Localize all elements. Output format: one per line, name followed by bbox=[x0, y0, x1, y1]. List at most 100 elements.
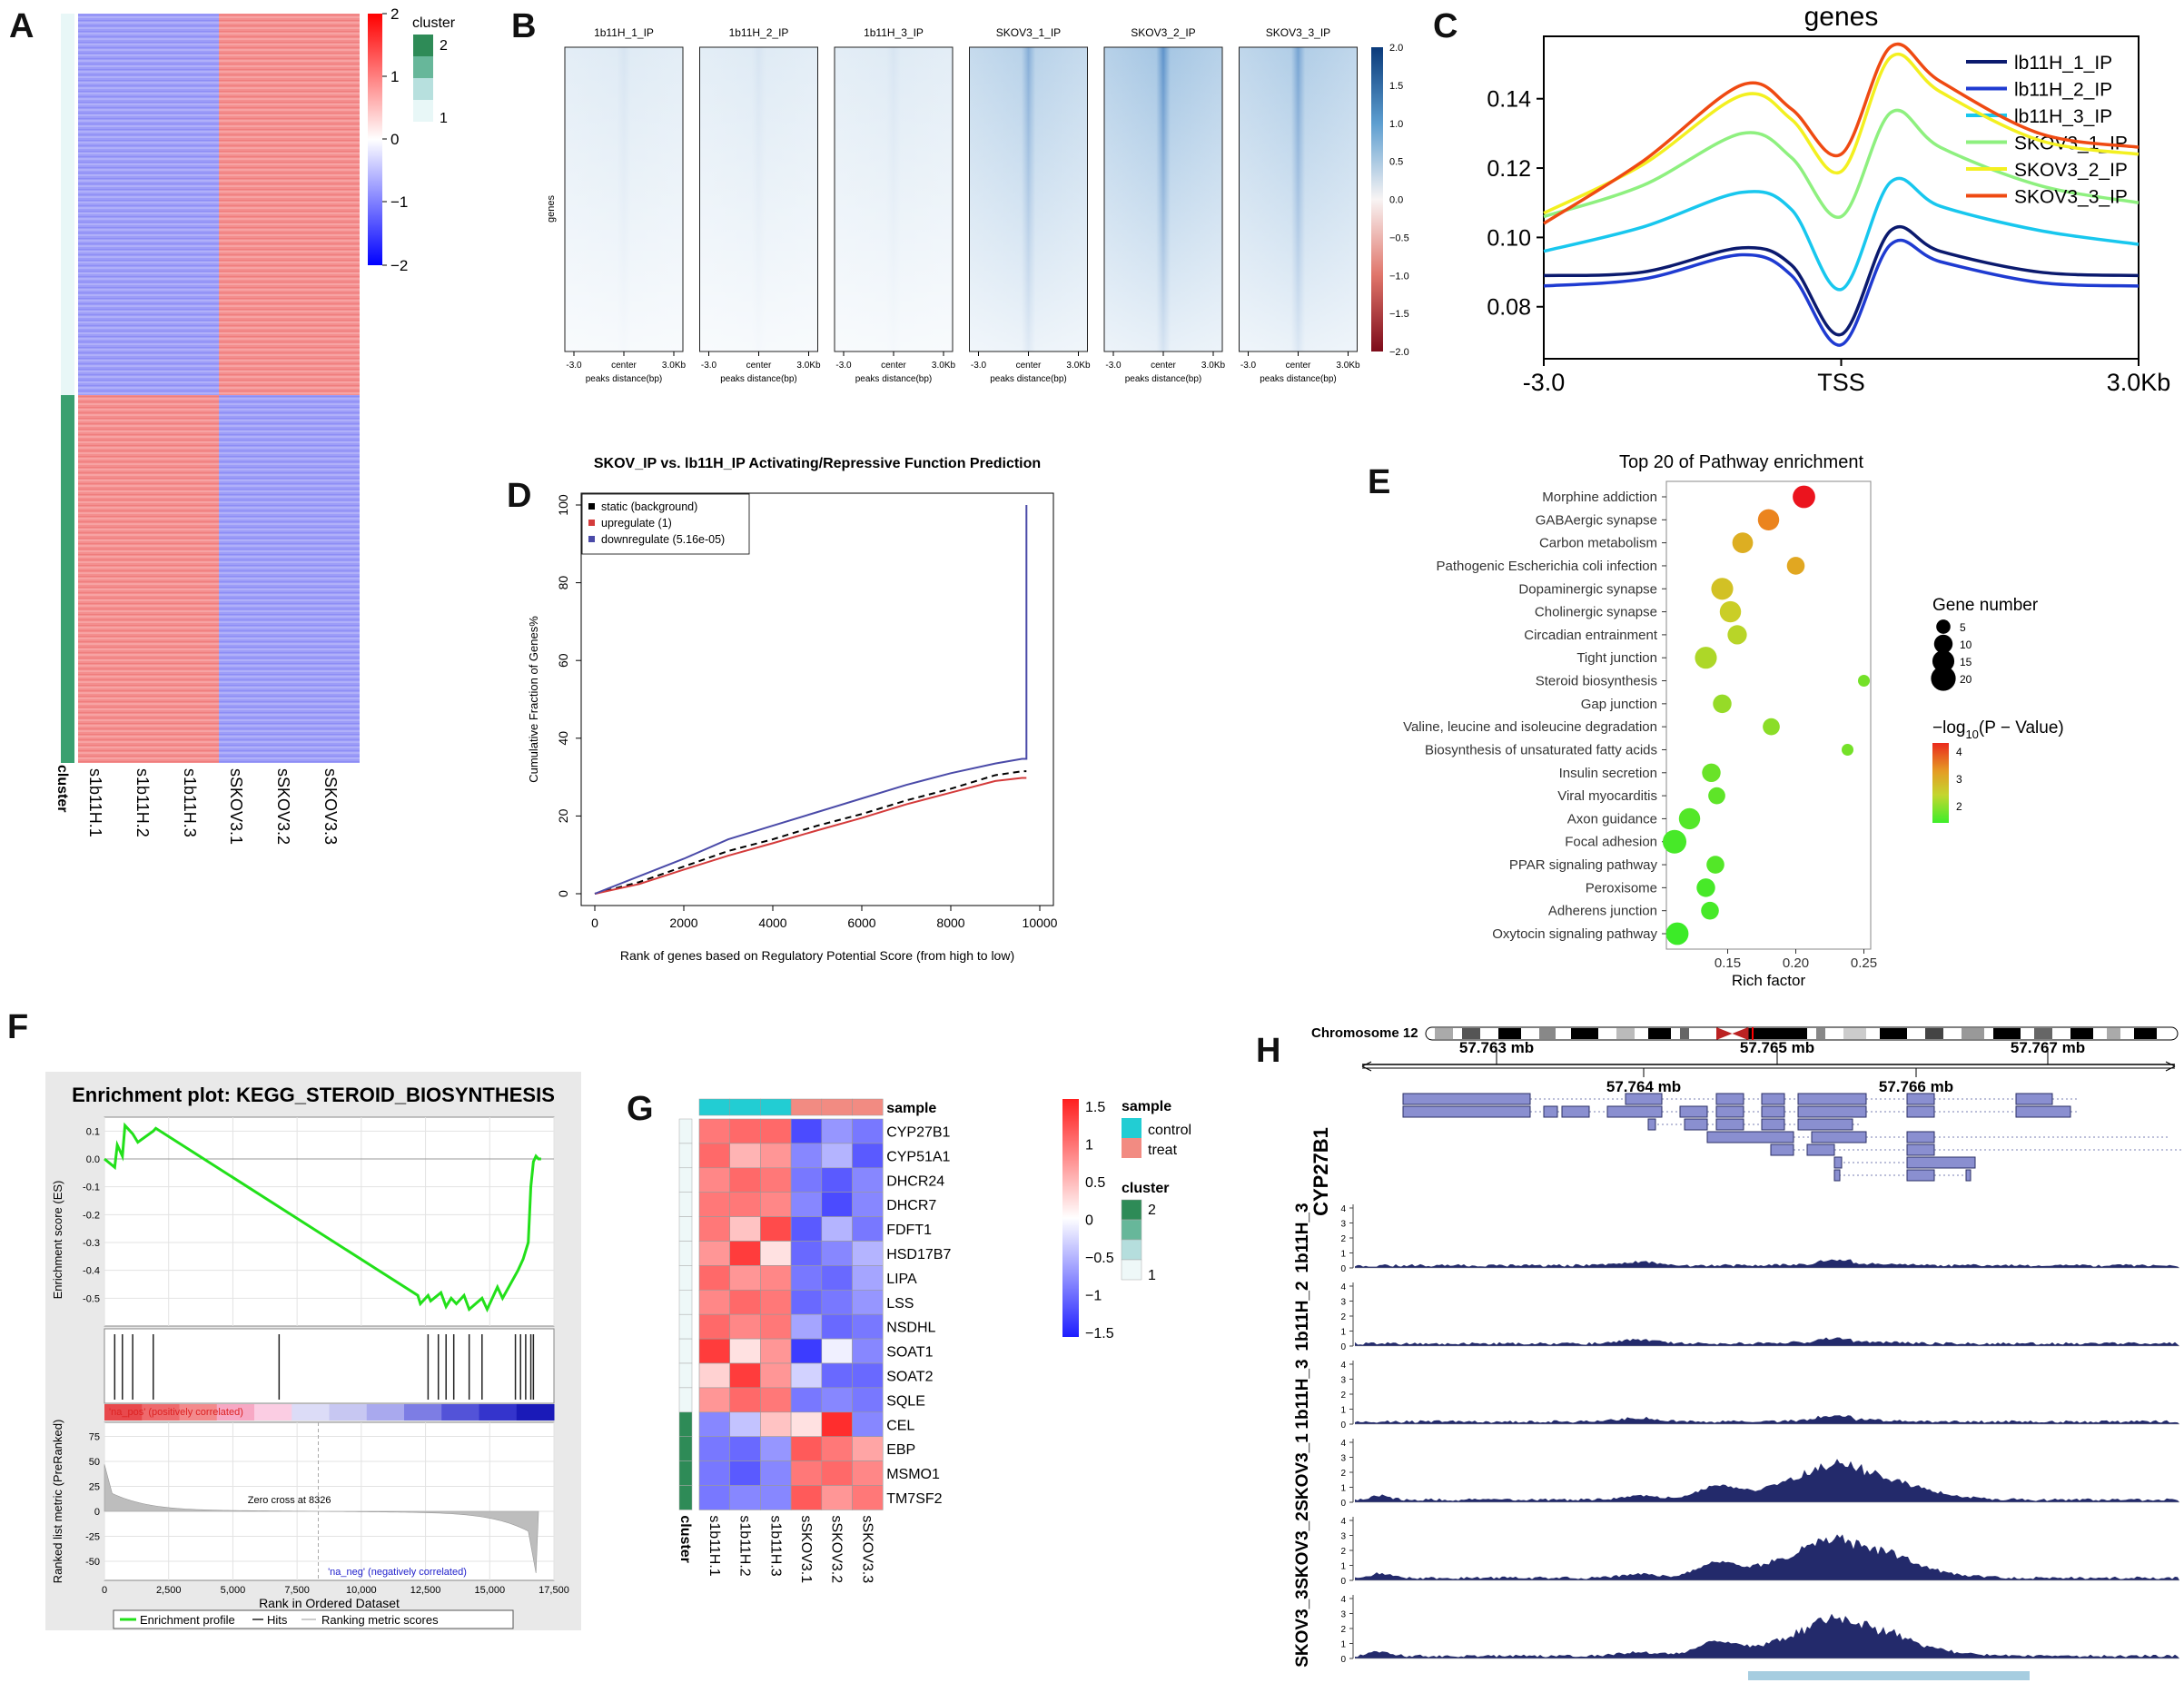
g-cell bbox=[729, 1362, 761, 1389]
e-pathway-label: Insulin secretion bbox=[1559, 766, 1657, 781]
f-xtick-label: 5,000 bbox=[221, 1585, 246, 1596]
h-band bbox=[1571, 1028, 1598, 1039]
e-pathway-label: Steroid biosynthesis bbox=[1536, 674, 1657, 689]
h-track-tick-label: 4 bbox=[1340, 1595, 1346, 1605]
b-xtick-label: center bbox=[1286, 361, 1311, 371]
h-exon bbox=[1833, 1156, 1843, 1169]
f-rank-color bbox=[404, 1404, 442, 1421]
h-coverage bbox=[1355, 1534, 2179, 1580]
h-band bbox=[1880, 1028, 1907, 1039]
h-track-tick-label: 4 bbox=[1340, 1204, 1346, 1214]
d-xtick-label: 10000 bbox=[1023, 916, 1058, 930]
h-exon bbox=[2015, 1105, 2071, 1118]
f-rank-color bbox=[179, 1404, 218, 1421]
g-cell bbox=[698, 1313, 731, 1340]
h-track-tick-label: 2 bbox=[1340, 1234, 1346, 1244]
g-cell bbox=[729, 1118, 761, 1144]
g-cell bbox=[698, 1192, 731, 1217]
e-pathway-label: Tight junction bbox=[1576, 650, 1657, 666]
b-colortick-label: −0.5 bbox=[1389, 233, 1409, 243]
b-xtick-label: -3.0 bbox=[1240, 361, 1257, 371]
f-legend-label: Ranking metric scores bbox=[321, 1613, 439, 1627]
g-cell bbox=[729, 1167, 761, 1193]
g-cell bbox=[729, 1290, 761, 1315]
e-dot bbox=[1857, 675, 1871, 688]
b-sample-title: 1b11H_3_IP bbox=[864, 26, 924, 39]
g-cell bbox=[821, 1118, 853, 1144]
e-size-legend-label: 15 bbox=[1960, 656, 1972, 668]
h-chromosome-label: Chromosome 12 bbox=[1311, 1025, 1418, 1041]
g-cell bbox=[698, 1460, 731, 1486]
g-cell bbox=[698, 1167, 731, 1193]
h-exon bbox=[2015, 1093, 2053, 1105]
b-xtick-label: -3.0 bbox=[971, 361, 987, 371]
h-exon bbox=[1965, 1169, 1972, 1182]
d-legend-label: static (background) bbox=[601, 500, 697, 513]
g-column-label: sSKOV3.3 bbox=[859, 1515, 875, 1583]
g-cluster-cell bbox=[678, 1338, 693, 1364]
g-cell bbox=[729, 1338, 761, 1364]
f-legend-label: Enrichment profile bbox=[140, 1613, 235, 1627]
c-series-line bbox=[1543, 53, 2140, 215]
g-cell bbox=[790, 1362, 823, 1389]
f-rank-color bbox=[216, 1404, 255, 1421]
b-xtick-label: center bbox=[881, 361, 906, 371]
h-band bbox=[1498, 1028, 1521, 1039]
d-ylabel: Cumulative Fraction of Genes% bbox=[527, 616, 540, 783]
g-colorbar-label: −1 bbox=[1085, 1289, 1102, 1304]
h-track-tick-label: 0 bbox=[1340, 1577, 1346, 1587]
e-xtick-label: 0.15 bbox=[1715, 955, 1741, 971]
f-ytick-label: -0.2 bbox=[83, 1210, 100, 1221]
h-exon bbox=[1715, 1093, 1744, 1105]
g-cell bbox=[821, 1192, 853, 1217]
c-title: genes bbox=[1804, 2, 1879, 32]
h-coverage bbox=[1355, 1459, 2179, 1502]
g-column-label: s1b11H.3 bbox=[767, 1515, 783, 1576]
legend-swatch-2b bbox=[413, 56, 433, 78]
g-cell bbox=[729, 1265, 761, 1291]
e-dot bbox=[1696, 878, 1715, 897]
d-xlabel: Rank of genes based on Regulatory Potent… bbox=[620, 948, 1014, 963]
g-colorbar-label: 0.5 bbox=[1085, 1175, 1105, 1191]
b-colortick-label: −1.5 bbox=[1389, 309, 1409, 320]
h-track-tick-label: 0 bbox=[1340, 1655, 1346, 1665]
g-cell bbox=[760, 1192, 792, 1217]
panel-a-heatmap: 2 1 0 −1 −2 cluster 2 1 s1b11H.1 s1b11H.2 s1b1… bbox=[54, 5, 456, 845]
g-cell bbox=[729, 1216, 761, 1242]
g-legend-treat: treat bbox=[1148, 1143, 1178, 1158]
e-pathway-label: Carbon metabolism bbox=[1539, 536, 1657, 551]
g-cell bbox=[790, 1290, 823, 1315]
h-exon bbox=[1906, 1169, 1935, 1182]
g-cell bbox=[698, 1411, 731, 1437]
h-track-tick-label: 4 bbox=[1340, 1361, 1346, 1371]
d-ytick-label: 0 bbox=[556, 890, 570, 897]
f-y2tick-label: 50 bbox=[89, 1457, 100, 1468]
a-column-label: s1b11H.2 bbox=[133, 768, 152, 837]
h-band bbox=[1616, 1028, 1635, 1039]
g-cluster-swatch bbox=[1121, 1259, 1142, 1281]
g-cell bbox=[821, 1485, 853, 1510]
b-xtick-label: 3.0Kb bbox=[796, 361, 821, 371]
g-cell bbox=[821, 1338, 853, 1364]
g-sample-label: sample bbox=[886, 1101, 936, 1116]
f-rank-color bbox=[104, 1404, 143, 1421]
g-cluster-swatch bbox=[1121, 1219, 1142, 1241]
h-track-label: SKOV3_1 bbox=[1293, 1433, 1312, 1511]
b-xtick-label: center bbox=[1016, 361, 1042, 371]
g-cell bbox=[729, 1313, 761, 1340]
c-ytick-label: 0.14 bbox=[1487, 87, 1531, 113]
c-xtick-label: -3.0 bbox=[1523, 369, 1566, 396]
b-colortick-label: 0.5 bbox=[1389, 157, 1403, 168]
e-pathway-label: Valine, leucine and isoleucine degradati… bbox=[1403, 719, 1657, 735]
h-track-tick-label: 4 bbox=[1340, 1439, 1346, 1449]
g-legend-control: control bbox=[1148, 1123, 1191, 1138]
h-track-tick-label: 2 bbox=[1340, 1547, 1346, 1557]
g-cell bbox=[698, 1216, 731, 1242]
g-gene-label: CEL bbox=[886, 1418, 914, 1433]
e-dot bbox=[1719, 600, 1742, 623]
h-exon bbox=[1647, 1118, 1656, 1131]
g-cell bbox=[790, 1436, 823, 1461]
e-dot bbox=[1732, 532, 1754, 554]
h-exon bbox=[1906, 1156, 1976, 1169]
h-track-label: SKOV3_2 bbox=[1293, 1511, 1312, 1589]
